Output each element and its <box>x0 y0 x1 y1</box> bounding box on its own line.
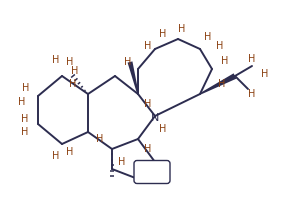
Polygon shape <box>128 61 139 94</box>
Text: H: H <box>216 41 224 51</box>
Text: H: H <box>118 157 126 167</box>
Text: H: H <box>261 69 269 79</box>
Text: H: H <box>52 55 60 65</box>
FancyBboxPatch shape <box>134 161 170 183</box>
Text: H: H <box>178 24 186 34</box>
Text: H: H <box>159 124 167 134</box>
Text: H: H <box>66 57 74 67</box>
Text: H: H <box>52 151 60 161</box>
Text: H: H <box>248 54 256 64</box>
Text: H: H <box>218 79 226 89</box>
Text: H: H <box>66 147 74 157</box>
Text: H: H <box>144 144 152 154</box>
Text: H: H <box>248 89 256 99</box>
Text: H: H <box>22 83 30 93</box>
Text: H: H <box>144 99 152 109</box>
Text: H: H <box>124 57 132 67</box>
Text: H: H <box>21 127 29 137</box>
Text: H: H <box>156 164 164 174</box>
Polygon shape <box>200 73 236 95</box>
Text: H: H <box>96 134 104 144</box>
Text: Abs: Abs <box>144 168 160 177</box>
Text: N: N <box>151 113 159 123</box>
Text: H: H <box>159 29 167 39</box>
Text: H: H <box>221 56 229 66</box>
Text: H: H <box>144 41 152 51</box>
Text: H: H <box>69 79 77 89</box>
Text: H: H <box>204 32 212 42</box>
Text: H: H <box>71 66 79 76</box>
Text: H: H <box>21 114 29 124</box>
Text: H: H <box>18 97 26 107</box>
